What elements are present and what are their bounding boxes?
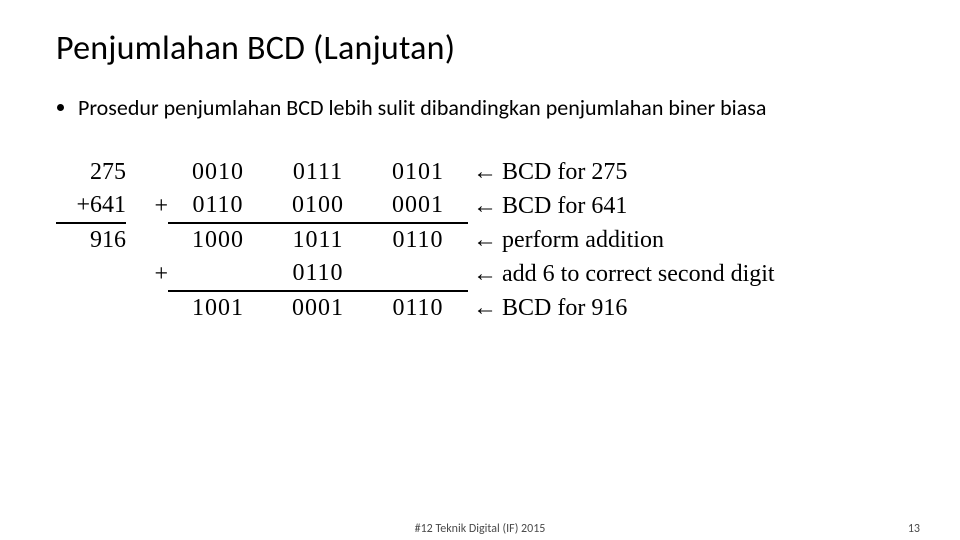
- decimal-cell: 916: [56, 223, 126, 257]
- nibble-cell: 1011: [268, 223, 368, 257]
- arrow-icon: ←: [468, 291, 502, 325]
- bcd-calculation: 275 0010 0111 0101 ← BCD for 275 +641 + …: [56, 156, 904, 325]
- nibble-cell: 0001: [268, 291, 368, 325]
- calc-row: 1001 0001 0110 ← BCD for 916: [56, 291, 775, 325]
- footer-center: #12 Teknik Digital (IF) 2015: [415, 522, 546, 536]
- nibble-cell: 0010: [168, 156, 268, 189]
- nibble-cell: [168, 257, 268, 291]
- bullet-list: Prosedur penjumlahan BCD lebih sulit dib…: [56, 95, 836, 122]
- comment-cell: add 6 to correct second digit: [502, 257, 775, 291]
- sign-cell: [126, 223, 168, 257]
- calc-row: +641 + 0110 0100 0001 ← BCD for 641: [56, 189, 775, 223]
- nibble-cell: 0101: [368, 156, 468, 189]
- sign-cell: [126, 291, 168, 325]
- comment-cell: perform addition: [502, 223, 775, 257]
- nibble-cell: 0110: [268, 257, 368, 291]
- nibble-cell: 0111: [268, 156, 368, 189]
- slide: Penjumlahan BCD (Lanjutan) Prosedur penj…: [0, 0, 960, 540]
- arrow-icon: ←: [468, 257, 502, 291]
- nibble-cell: 0110: [368, 291, 468, 325]
- nibble-cell: 0110: [168, 189, 268, 223]
- calc-row: + 0110 ← add 6 to correct second digit: [56, 257, 775, 291]
- nibble-cell: 1001: [168, 291, 268, 325]
- decimal-cell: [56, 291, 126, 325]
- slide-title: Penjumlahan BCD (Lanjutan): [56, 28, 904, 69]
- decimal-cell: +641: [56, 189, 126, 223]
- sign-cell: [126, 156, 168, 189]
- nibble-cell: 0100: [268, 189, 368, 223]
- nibble-cell: 0110: [368, 223, 468, 257]
- comment-cell: BCD for 275: [502, 156, 775, 189]
- arrow-icon: ←: [468, 223, 502, 257]
- calc-row: 275 0010 0111 0101 ← BCD for 275: [56, 156, 775, 189]
- sign-cell: +: [126, 257, 168, 291]
- calc-row: 916 1000 1011 0110 ← perform addition: [56, 223, 775, 257]
- comment-cell: BCD for 916: [502, 291, 775, 325]
- arrow-icon: ←: [468, 156, 502, 189]
- sign-cell: +: [126, 189, 168, 223]
- page-number: 13: [908, 522, 920, 536]
- nibble-cell: 0001: [368, 189, 468, 223]
- decimal-cell: 275: [56, 156, 126, 189]
- arrow-icon: ←: [468, 189, 502, 223]
- comment-cell: BCD for 641: [502, 189, 775, 223]
- nibble-cell: [368, 257, 468, 291]
- nibble-cell: 1000: [168, 223, 268, 257]
- bullet-item: Prosedur penjumlahan BCD lebih sulit dib…: [78, 95, 836, 122]
- calc-table: 275 0010 0111 0101 ← BCD for 275 +641 + …: [56, 156, 775, 325]
- decimal-cell: [56, 257, 126, 291]
